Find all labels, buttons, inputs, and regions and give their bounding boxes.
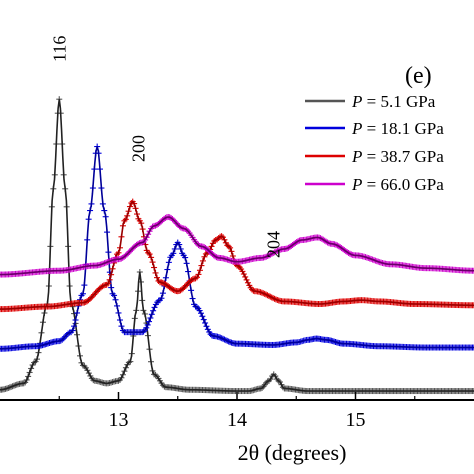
peak-annotations: 116 200 204	[49, 36, 283, 258]
legend-text: = 66.0 GPa	[362, 175, 444, 194]
legend-entry: P = 38.7 GPa	[305, 147, 444, 166]
legend-entry: P = 5.1 GPa	[305, 92, 436, 111]
x-tick-label: 14	[227, 409, 247, 431]
peak-label: 200	[129, 135, 149, 162]
x-tick-label: 15	[346, 409, 366, 431]
legend-entry: P = 18.1 GPa	[305, 119, 444, 138]
legend-label: P = 18.1 GPa	[351, 119, 444, 138]
series-0	[0, 96, 474, 395]
plot-axes: 13 14 15	[0, 392, 474, 431]
legend-var: P	[351, 175, 362, 194]
series-2-line	[0, 200, 474, 310]
legend-label: P = 38.7 GPa	[351, 147, 444, 166]
diffraction-curves	[0, 96, 474, 395]
peak-label: 116	[49, 36, 69, 62]
legend-var: P	[351, 92, 362, 111]
series-0-markers	[0, 96, 474, 395]
legend-text: = 18.1 GPa	[362, 119, 444, 138]
legend-entry: P = 66.0 GPa	[305, 175, 444, 194]
series-3	[0, 213, 474, 278]
legend-text: = 5.1 GPa	[362, 92, 435, 111]
series-2-markers	[0, 198, 474, 313]
x-axis-label: 2θ (degrees)	[238, 440, 347, 465]
legend-text: = 38.7 GPa	[362, 147, 444, 166]
series-2	[0, 198, 474, 313]
legend-var: P	[351, 119, 362, 138]
legend-var: P	[351, 147, 362, 166]
x-tick-label: 13	[109, 409, 129, 431]
legend-label: P = 5.1 GPa	[351, 92, 436, 111]
series-3-line	[0, 216, 474, 276]
panel-label: (e)	[405, 63, 432, 89]
legend-label: P = 66.0 GPa	[351, 175, 444, 194]
peak-label: 204	[264, 231, 284, 258]
series-0-line	[0, 99, 474, 392]
